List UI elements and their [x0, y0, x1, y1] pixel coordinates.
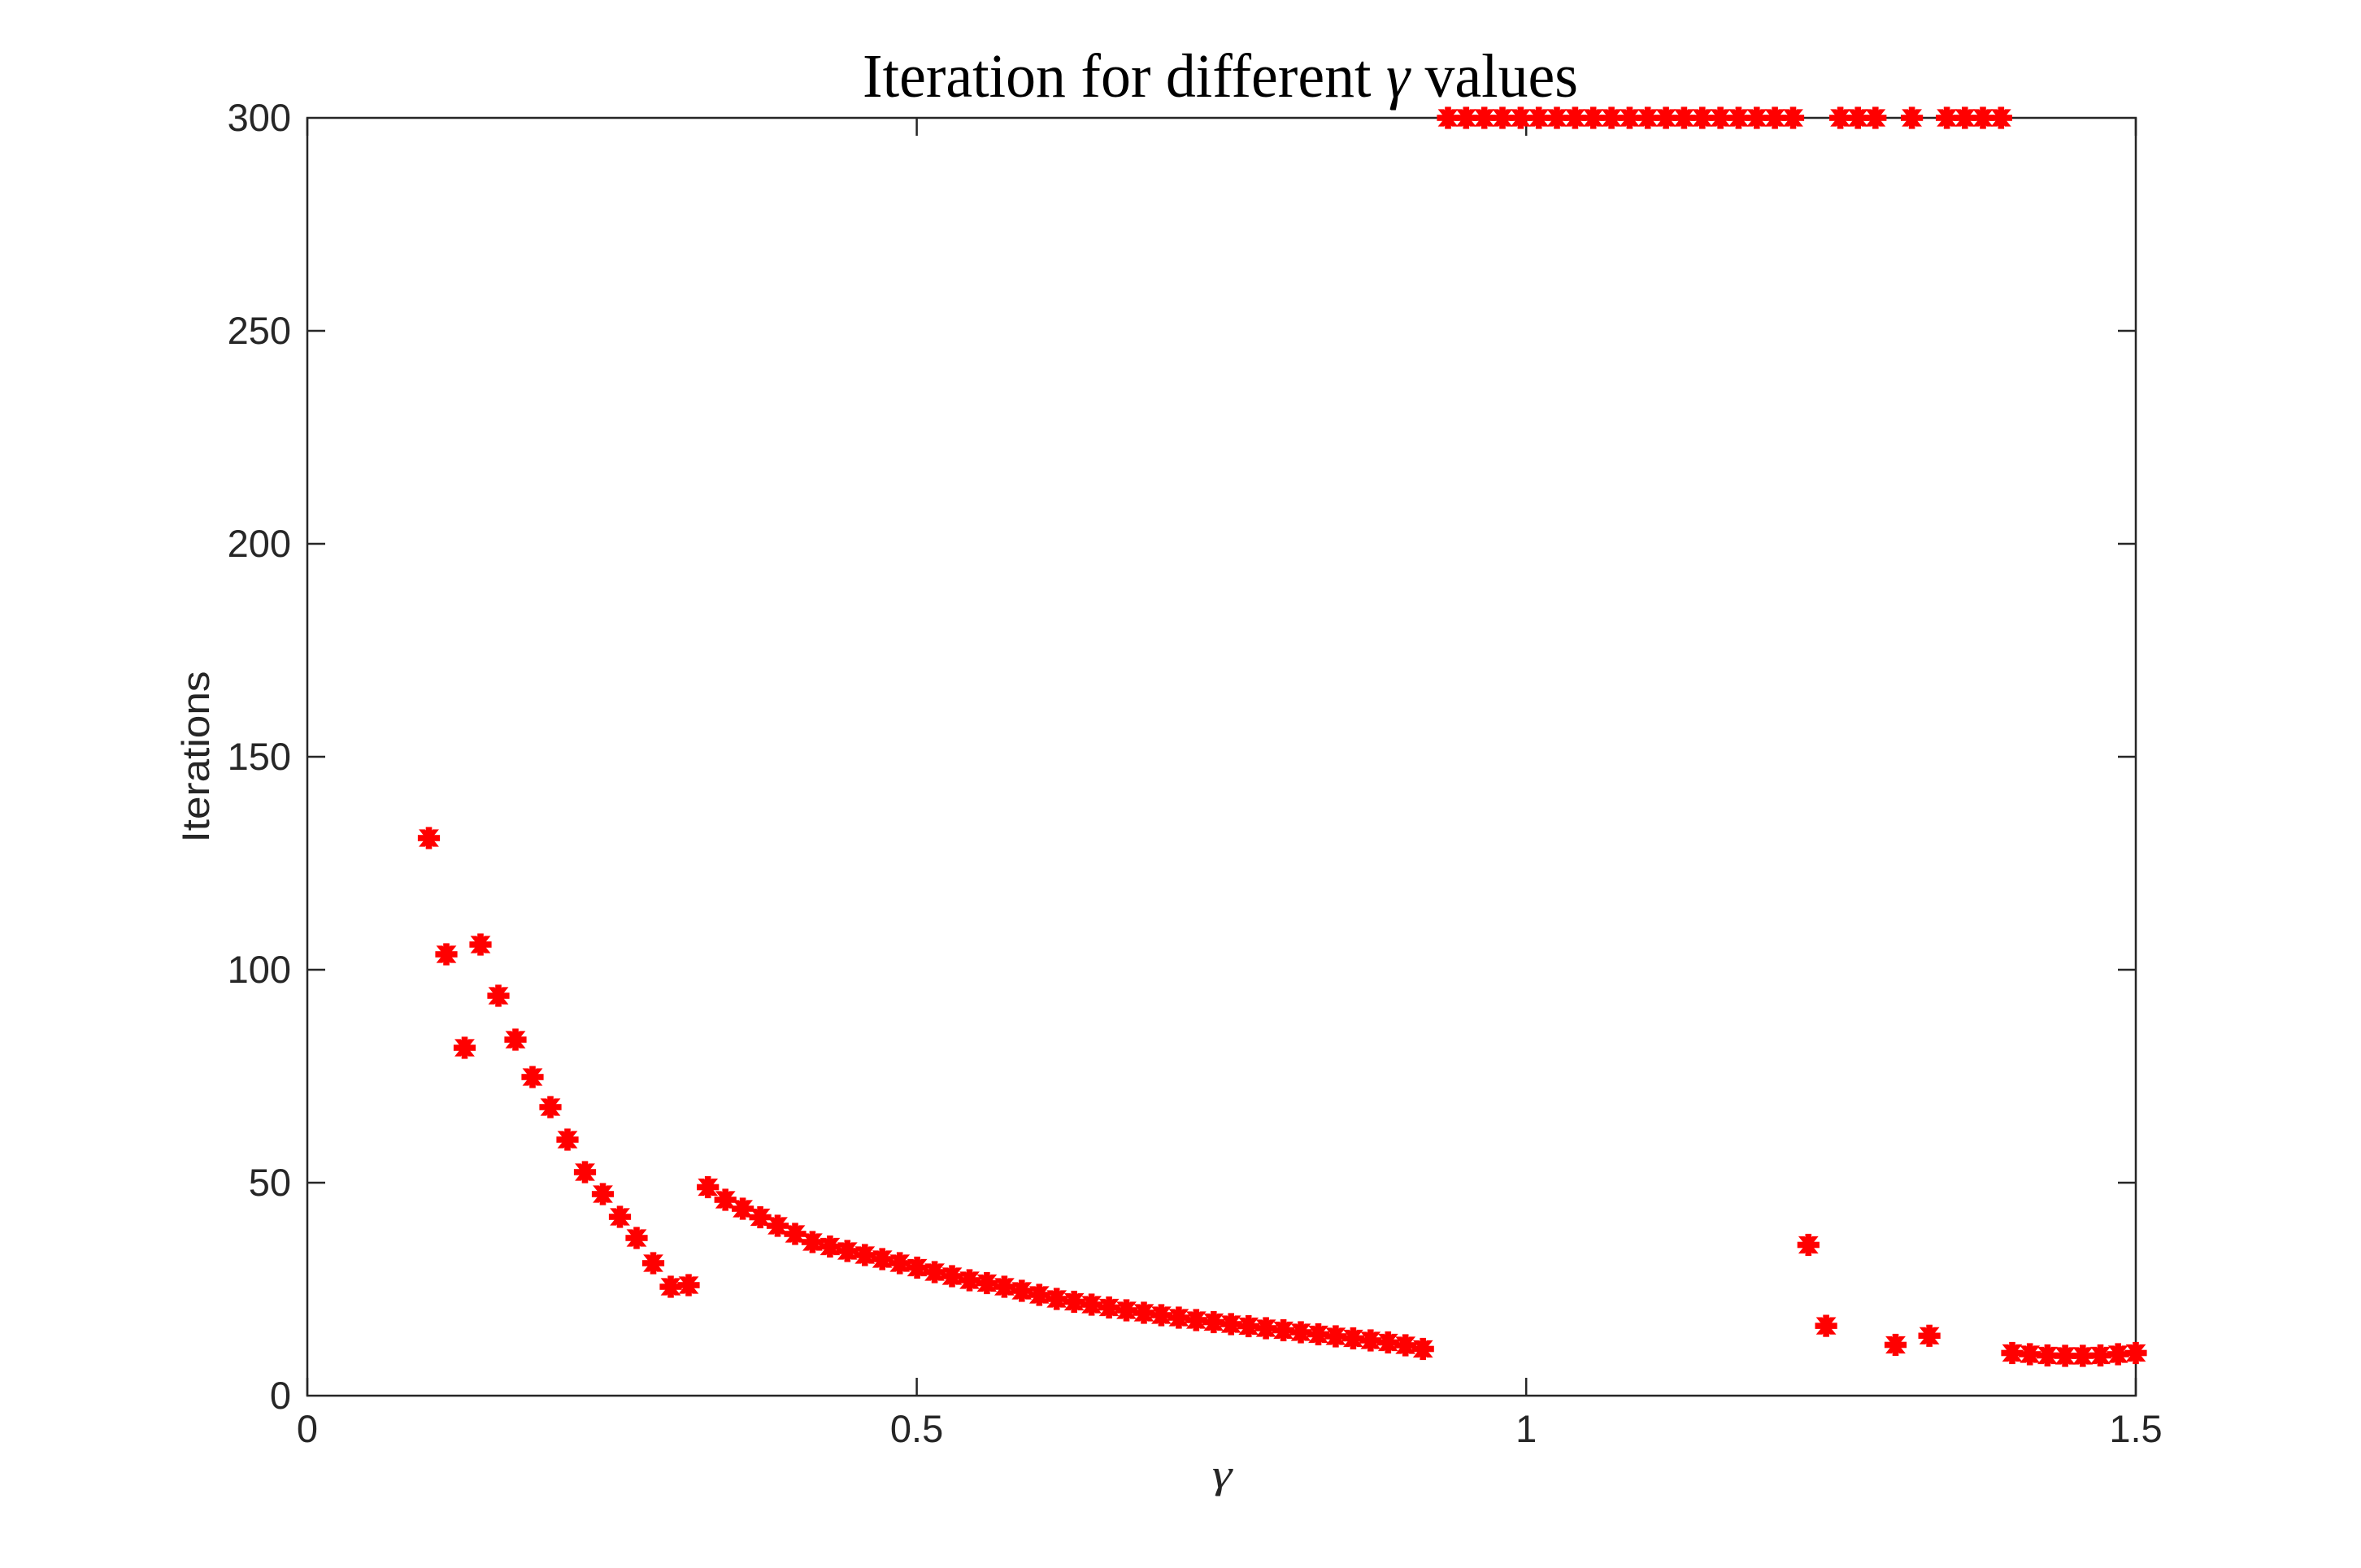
svg-text:Iteration for different γ valu: Iteration for different γ values — [863, 42, 1578, 111]
svg-text:50: 50 — [249, 1161, 291, 1204]
svg-text:100: 100 — [228, 948, 291, 991]
svg-text:1.5: 1.5 — [2109, 1407, 2162, 1450]
svg-text:300: 300 — [228, 96, 291, 139]
svg-text:150: 150 — [228, 735, 291, 778]
svg-text:250: 250 — [228, 309, 291, 352]
svg-text:0: 0 — [297, 1407, 318, 1450]
svg-text:γ: γ — [1212, 1453, 1234, 1497]
svg-text:0: 0 — [270, 1374, 291, 1417]
svg-text:200: 200 — [228, 522, 291, 565]
svg-text:1: 1 — [1515, 1407, 1537, 1450]
svg-text:Iterations: Iterations — [174, 671, 217, 843]
svg-text:0.5: 0.5 — [890, 1407, 943, 1450]
